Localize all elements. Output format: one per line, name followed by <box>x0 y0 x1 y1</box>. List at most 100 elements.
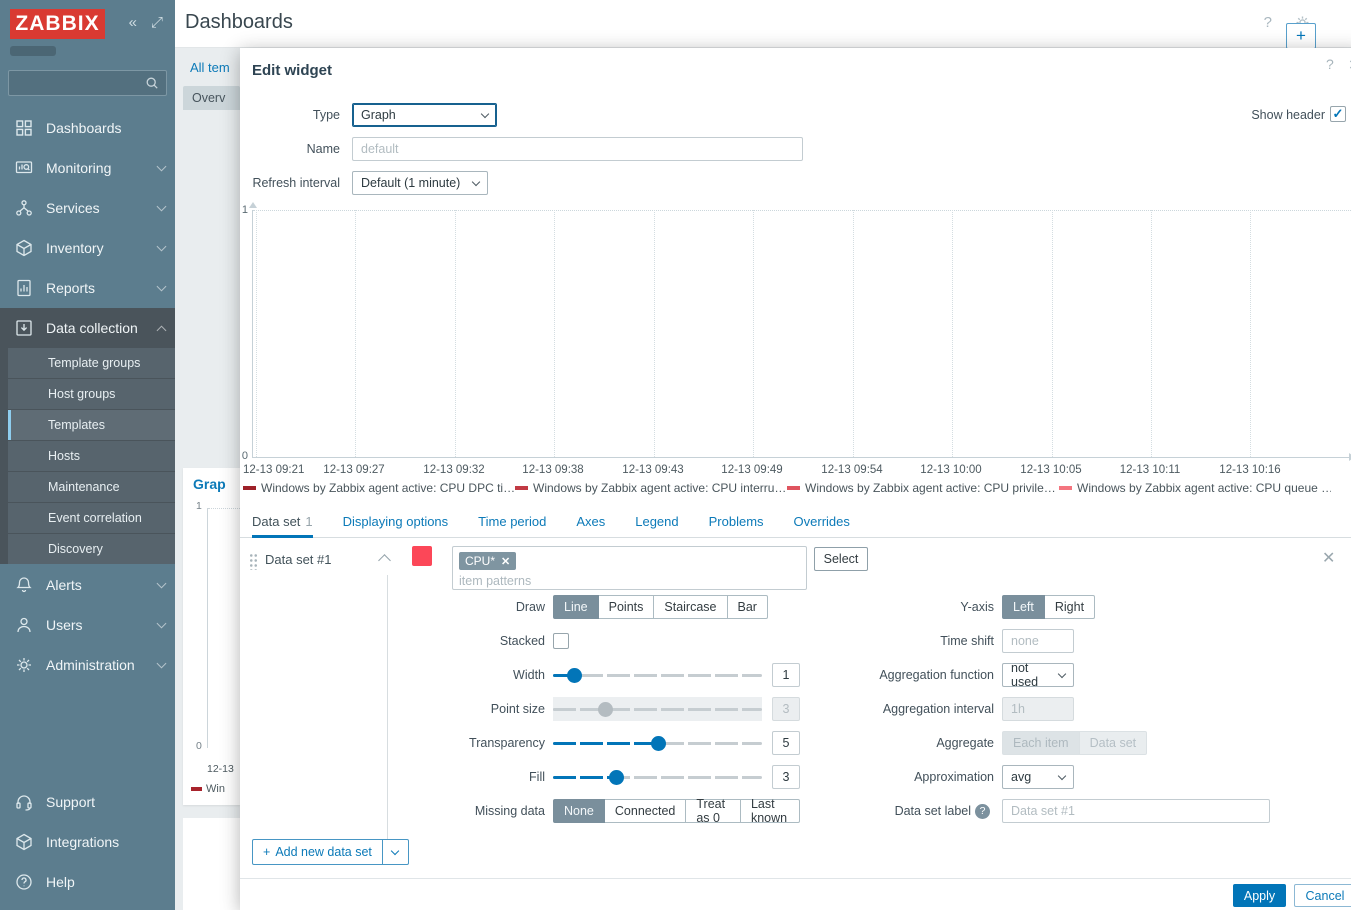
point-size-slider <box>553 697 762 721</box>
search-icon <box>146 77 158 89</box>
cancel-button[interactable]: Cancel <box>1294 884 1351 907</box>
sidebar-item-host-groups[interactable]: Host groups <box>8 379 175 409</box>
sidebar-item-discovery[interactable]: Discovery <box>8 534 175 564</box>
width-slider[interactable] <box>553 663 762 687</box>
sidebar-item-templates[interactable]: Templates <box>8 410 175 440</box>
add-widget-button[interactable]: + <box>1286 23 1316 49</box>
x-tick: 12-13 09:38 <box>522 464 584 476</box>
sidebar-item-monitoring[interactable]: Monitoring <box>0 148 175 188</box>
draw-segmented: Line Points Staircase Bar <box>553 595 768 619</box>
width-value[interactable] <box>772 663 800 687</box>
tab-data-set[interactable]: Data set 1 <box>252 506 313 538</box>
data-set-label-help-icon[interactable]: ? <box>975 803 990 819</box>
transparency-value[interactable] <box>772 731 800 755</box>
draw-line-button[interactable]: Line <box>553 595 599 619</box>
add-new-data-set-button[interactable]: + Add new data set <box>252 839 383 865</box>
select-button[interactable]: Select <box>814 547 868 571</box>
time-shift-input[interactable] <box>1002 629 1074 653</box>
aggregate-data-set-button: Data set <box>1079 731 1148 755</box>
background-tab[interactable]: Overv <box>183 86 240 110</box>
chevron-down-icon <box>156 281 167 292</box>
missing-connected-button[interactable]: Connected <box>604 799 687 823</box>
tab-problems[interactable]: Problems <box>708 514 764 529</box>
chevron-up-icon <box>156 325 167 335</box>
add-data-set-dropdown-button[interactable] <box>382 839 409 865</box>
apply-button[interactable]: Apply <box>1233 884 1286 907</box>
sidebar-item-help[interactable]: Help <box>0 862 175 902</box>
data-collection-submenu: Template groups Host groups Templates Ho… <box>0 348 175 564</box>
page-title: Dashboards <box>185 11 293 33</box>
name-label: Name <box>306 142 340 156</box>
item-pattern-chip: CPU* ✕ <box>459 552 517 570</box>
cube-icon <box>16 833 32 851</box>
missing-last-known-button[interactable]: Last known <box>740 797 800 825</box>
aggregation-function-select[interactable]: not used <box>1002 661 1074 689</box>
chevron-down-icon <box>471 177 481 186</box>
sidebar-item-integrations[interactable]: Integrations <box>0 822 175 862</box>
help-icon[interactable]: ? <box>1263 14 1272 31</box>
chevron-down-icon <box>1057 771 1067 780</box>
sidebar-item-administration[interactable]: Administration <box>0 645 175 685</box>
stacked-label: Stacked <box>499 634 545 648</box>
sidebar-item-maintenance[interactable]: Maintenance <box>8 472 175 502</box>
dashboards-icon <box>16 120 32 136</box>
draw-points-button[interactable]: Points <box>598 595 655 619</box>
sidebar-item-dashboards[interactable]: Dashboards <box>0 108 175 148</box>
y-axis-left-button[interactable]: Left <box>1002 595 1045 619</box>
zabbix-logo[interactable]: ZABBIX <box>10 9 105 39</box>
data-set-name: Data set #1 <box>265 552 332 567</box>
refresh-interval-label: Refresh interval <box>252 176 340 190</box>
x-axis-arrow <box>1349 453 1351 461</box>
x-tick: 12-13 09:27 <box>323 464 385 476</box>
type-select[interactable]: Graph <box>352 103 497 127</box>
sidebar-item-data-collection[interactable]: Data collection <box>0 308 175 348</box>
tab-overrides[interactable]: Overrides <box>793 514 850 529</box>
sidebar-item-services[interactable]: Services <box>0 188 175 228</box>
tab-axes[interactable]: Axes <box>576 514 606 529</box>
sidebar-item-inventory[interactable]: Inventory <box>0 228 175 268</box>
sidebar-item-users[interactable]: Users <box>0 605 175 645</box>
chevron-down-icon <box>156 161 167 172</box>
hide-sidebar-icon[interactable]: ⤢ <box>150 14 163 31</box>
collapse-sidebar-icon[interactable]: « <box>128 14 137 31</box>
sidebar-item-template-groups[interactable]: Template groups <box>8 348 175 378</box>
remove-chip-icon[interactable]: ✕ <box>501 555 511 568</box>
dialog-close-icon[interactable]: ⨯ <box>1348 56 1351 73</box>
point-size-label: Point size <box>490 702 545 716</box>
point-size-value <box>772 697 800 721</box>
tab-legend[interactable]: Legend <box>635 514 679 529</box>
user-icon <box>17 617 31 633</box>
missing-none-button[interactable]: None <box>553 799 605 823</box>
breadcrumb-link[interactable]: All tem <box>190 60 230 75</box>
collapse-data-set-icon[interactable] <box>378 554 391 567</box>
tab-time-period[interactable]: Time period <box>478 514 547 529</box>
refresh-interval-select[interactable]: Default (1 minute) <box>352 171 488 195</box>
chevron-down-icon <box>480 109 490 118</box>
sidebar-search[interactable] <box>8 70 167 96</box>
sidebar-item-alerts[interactable]: Alerts <box>0 565 175 605</box>
sidebar-item-reports[interactable]: Reports <box>0 268 175 308</box>
draw-bar-button[interactable]: Bar <box>727 595 768 619</box>
name-input[interactable] <box>352 137 803 161</box>
sidebar-item-support[interactable]: Support <box>0 782 175 822</box>
sidebar-item-event-correlation[interactable]: Event correlation <box>8 503 175 533</box>
draw-staircase-button[interactable]: Staircase <box>654 595 728 619</box>
dialog-help-icon[interactable]: ? <box>1326 56 1334 72</box>
fill-value[interactable] <box>772 765 800 789</box>
fill-slider[interactable] <box>553 765 762 789</box>
tab-displaying-options[interactable]: Displaying options <box>342 514 449 529</box>
bell-icon <box>16 577 32 593</box>
item-patterns-input[interactable]: CPU* ✕ item patterns <box>452 546 807 590</box>
approximation-select[interactable]: avg <box>1002 765 1074 789</box>
remove-data-set-icon[interactable]: ✕ <box>1322 550 1336 567</box>
y-axis-right-button[interactable]: Right <box>1044 595 1096 619</box>
data-set-label-input[interactable] <box>1002 799 1270 823</box>
stacked-checkbox[interactable] <box>553 633 569 649</box>
drag-handle[interactable] <box>249 553 258 570</box>
footer-divider <box>240 878 1351 879</box>
missing-treat-as-0-button[interactable]: Treat as 0 <box>686 797 741 825</box>
show-header-checkbox[interactable]: ✓ <box>1330 106 1346 122</box>
data-set-color-swatch[interactable] <box>412 546 432 566</box>
transparency-slider[interactable] <box>553 731 762 755</box>
sidebar-item-hosts[interactable]: Hosts <box>8 441 175 471</box>
